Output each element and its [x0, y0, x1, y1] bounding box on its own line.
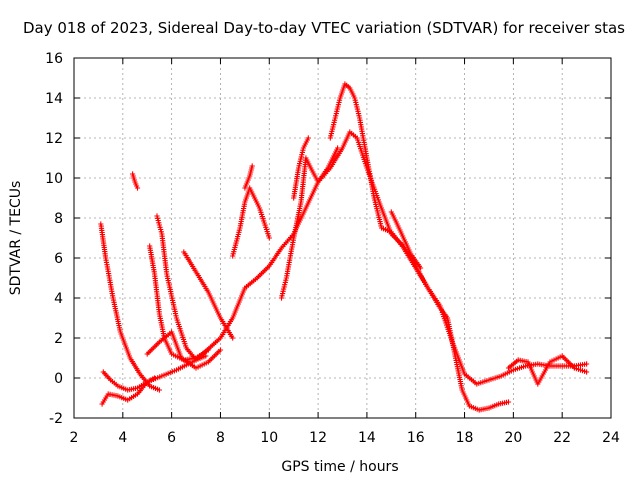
- series-track-10: [242, 163, 255, 191]
- data-point: [266, 235, 272, 241]
- data-point: [505, 399, 512, 405]
- x-tick-label: 2: [70, 430, 79, 446]
- y-tick-label: 16: [45, 51, 63, 67]
- y-tick-label: 6: [54, 251, 63, 267]
- x-tick-label: 4: [118, 430, 127, 446]
- x-axis-title: GPS time / hours: [281, 459, 398, 475]
- series-track-11: [278, 145, 341, 301]
- data-point: [282, 282, 288, 288]
- y-tick-label: -2: [49, 411, 63, 427]
- series-line: [102, 131, 588, 391]
- data-point: [217, 347, 224, 353]
- y-tick-label: 10: [45, 171, 63, 187]
- data-point: [156, 222, 162, 228]
- data-point: [584, 361, 590, 367]
- data-point: [305, 135, 311, 141]
- x-tick-label: 12: [309, 430, 327, 446]
- data-point: [154, 213, 160, 219]
- x-tick-label: 18: [456, 430, 474, 446]
- plot-frame: [73, 57, 612, 419]
- x-tick-label: 6: [167, 430, 176, 446]
- series-track-8: [144, 329, 224, 371]
- data-point: [205, 347, 211, 353]
- series-line: [329, 83, 510, 411]
- data-point: [297, 161, 303, 167]
- series-track-7: [181, 249, 236, 341]
- data-point: [156, 387, 162, 393]
- chart-title: Day 018 of 2023, Sidereal Day-to-day VTE…: [23, 19, 625, 37]
- y-tick-label: 2: [54, 331, 63, 347]
- y-tick-label: 8: [54, 211, 63, 227]
- series-track-3: [98, 221, 162, 393]
- x-tick-label: 22: [553, 430, 571, 446]
- x-tick-label: 20: [504, 430, 522, 446]
- data-point: [335, 145, 341, 151]
- y-tick-label: 14: [45, 91, 63, 107]
- series-track-14: [388, 209, 424, 271]
- series-track-13: [327, 81, 512, 413]
- x-tick-label: 8: [216, 430, 225, 446]
- data-point: [158, 226, 164, 233]
- x-tick-label: 10: [260, 430, 278, 446]
- data-point: [335, 102, 341, 108]
- data-point: [249, 163, 255, 169]
- series-track-15: [505, 353, 590, 387]
- series-track-6: [154, 213, 209, 363]
- data-point: [155, 217, 161, 224]
- data-point: [299, 152, 305, 158]
- series-track-4: [130, 171, 141, 191]
- y-tick-label: 0: [54, 371, 63, 387]
- series-track-9: [230, 185, 272, 259]
- data-point: [230, 335, 236, 341]
- x-tick-label: 14: [358, 430, 376, 446]
- data-point: [584, 369, 590, 375]
- y-axis-title: SDTVAR / TECUs: [8, 181, 24, 296]
- data-point: [418, 265, 424, 271]
- y-tick-label: 12: [45, 131, 63, 147]
- data-point: [203, 353, 209, 359]
- y-tick-label: 4: [54, 291, 63, 307]
- plot-area: [98, 81, 590, 413]
- x-tick-label: 24: [602, 430, 620, 446]
- x-tick-label: 16: [407, 430, 425, 446]
- series-track-12: [291, 135, 311, 201]
- data-point: [134, 185, 141, 191]
